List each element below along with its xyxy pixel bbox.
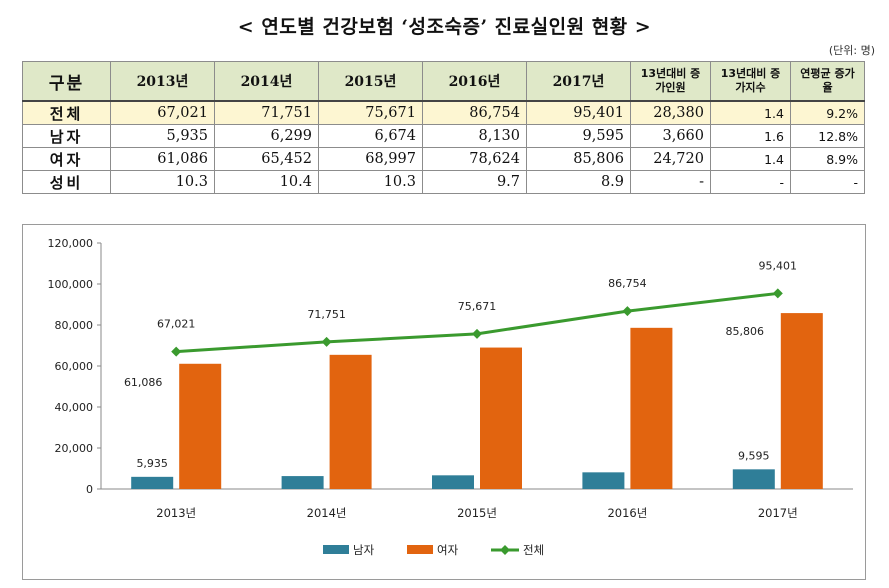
row-label: 전체 xyxy=(22,100,111,125)
legend-swatch xyxy=(323,545,349,554)
table-cell: 71,751 xyxy=(214,100,319,125)
table-cell: 68,997 xyxy=(318,147,423,171)
table-cell: 8.9% xyxy=(790,147,865,171)
table-cell: 6,674 xyxy=(318,124,423,148)
table-cell: 95,401 xyxy=(526,100,631,125)
table-cell: 5,935 xyxy=(110,124,215,148)
header-cell: 2016년 xyxy=(422,61,527,102)
header-cell: 13년대비 증가인원 xyxy=(630,61,711,102)
y-tick-label: 60,000 xyxy=(55,360,94,373)
x-tick-label: 2017년 xyxy=(758,506,798,520)
line-marker xyxy=(171,346,182,357)
table-cell: 1.6 xyxy=(710,124,791,148)
table-cell: 67,021 xyxy=(110,100,215,125)
table-cell: 9.2% xyxy=(790,100,865,125)
line-marker xyxy=(622,306,633,317)
table-cell: 1.4 xyxy=(710,100,791,125)
data-label: 5,935 xyxy=(136,457,168,470)
y-tick-label: 100,000 xyxy=(48,278,94,291)
header-cell: 2017년 xyxy=(526,61,631,102)
legend-label: 전체 xyxy=(523,543,544,557)
table-cell: 75,671 xyxy=(318,100,423,125)
combo-chart: 0 20,000 40,000 60,000 80,000 100,000 120,000 2… xyxy=(48,237,853,557)
table-cell: 8,130 xyxy=(422,124,527,148)
bar-female xyxy=(630,327,673,489)
table-row: 남자 5,935 6,299 6,674 8,130 9,595 3,660 1… xyxy=(22,124,865,148)
bar-male xyxy=(131,476,174,489)
table-cell: 10.3 xyxy=(110,170,215,194)
table-cell: 24,720 xyxy=(630,147,711,171)
table-cell: 10.4 xyxy=(214,170,319,194)
header-cell: 연평균 증가율 xyxy=(790,61,865,102)
data-label: 95,401 xyxy=(759,259,798,272)
table-cell: - xyxy=(630,170,711,194)
table-cell: 65,452 xyxy=(214,147,319,171)
bar-female xyxy=(329,354,372,489)
table-cell: 78,624 xyxy=(422,147,527,171)
y-tick-label: 80,000 xyxy=(55,319,94,332)
y-tick-label: 40,000 xyxy=(55,401,94,414)
line-marker xyxy=(772,288,783,299)
x-tick-label: 2015년 xyxy=(457,506,497,520)
legend-marker xyxy=(500,545,510,555)
unit-label: (단위: 명) xyxy=(828,44,875,57)
stats-table: 구분 2013년 2014년 2015년 2016년 2017년 13년대비 증… xyxy=(22,61,865,194)
data-label: 75,671 xyxy=(458,300,497,313)
table-cell: 28,380 xyxy=(630,100,711,125)
header-cell: 13년대비 증가지수 xyxy=(710,61,791,102)
table-cell: 3,660 xyxy=(630,124,711,148)
bar-female xyxy=(480,347,522,489)
legend-label: 여자 xyxy=(437,543,459,557)
table-cell: 9,595 xyxy=(526,124,631,148)
bar-male xyxy=(582,472,625,489)
table-cell: 12.8% xyxy=(790,124,865,148)
page-title: < 연도별 건강보험 ‘성조숙증’ 진료실인원 현황 > xyxy=(237,16,652,38)
header-cell: 2013년 xyxy=(110,61,215,102)
bar-male xyxy=(432,475,474,489)
data-label: 61,086 xyxy=(124,376,163,389)
table-cell: - xyxy=(790,170,865,194)
table-cell: 85,806 xyxy=(526,147,631,171)
table-row: 여자 61,086 65,452 68,997 78,624 85,806 24… xyxy=(22,147,865,171)
y-tick-label: 20,000 xyxy=(55,442,94,455)
row-label: 여자 xyxy=(22,147,111,171)
data-label: 71,751 xyxy=(307,308,346,321)
x-tick-label: 2014년 xyxy=(307,506,347,520)
table-row: 성비 10.3 10.4 10.3 9.7 8.9 - - - xyxy=(22,170,865,194)
bar-female xyxy=(780,313,823,489)
bar-male xyxy=(732,469,775,489)
x-tick-label: 2016년 xyxy=(607,506,647,520)
header-cell: 2015년 xyxy=(318,61,423,102)
bar-female xyxy=(179,363,222,489)
table-header-row: 구분 2013년 2014년 2015년 2016년 2017년 13년대비 증… xyxy=(22,61,865,102)
row-label: 남자 xyxy=(22,124,111,148)
data-label: 67,021 xyxy=(157,318,196,331)
table-cell: 1.4 xyxy=(710,147,791,171)
legend-swatch xyxy=(407,545,433,554)
header-cell: 구분 xyxy=(22,61,111,102)
table-cell: 86,754 xyxy=(422,100,527,125)
line-marker xyxy=(321,336,332,347)
table-cell: 9.7 xyxy=(422,170,527,194)
y-tick-label: 120,000 xyxy=(48,237,94,250)
data-label: 85,806 xyxy=(726,325,765,338)
y-tick-label: 0 xyxy=(86,483,93,496)
bar-male xyxy=(281,476,324,489)
table-cell: 6,299 xyxy=(214,124,319,148)
chart-container: 0 20,000 40,000 60,000 80,000 100,000 120,000 2… xyxy=(22,224,866,580)
table-cell: 61,086 xyxy=(110,147,215,171)
header-cell: 2014년 xyxy=(214,61,319,102)
line-marker xyxy=(472,328,482,339)
table-cell: 10.3 xyxy=(318,170,423,194)
x-tick-label: 2013년 xyxy=(156,506,196,520)
data-label: 86,754 xyxy=(608,277,647,290)
row-label: 성비 xyxy=(22,170,111,194)
table-cell: 8.9 xyxy=(526,170,631,194)
legend-label: 남자 xyxy=(353,543,375,557)
data-label: 9,595 xyxy=(738,449,770,462)
table-cell: - xyxy=(710,170,791,194)
table-row: 전체 67,021 71,751 75,671 86,754 95,401 28… xyxy=(22,100,865,125)
